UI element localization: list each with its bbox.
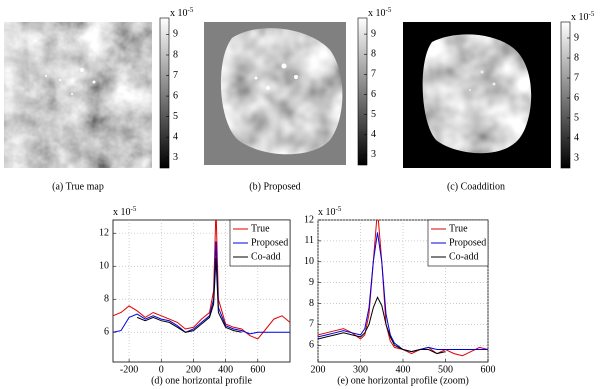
true-map-image (4, 22, 152, 168)
colorbar-tick-label: 5 (574, 112, 579, 123)
series-line (318, 296, 446, 355)
colorbar-tick-label: 4 (371, 129, 376, 140)
scale-exponent: -5 (589, 10, 595, 18)
colorbar-tick-label: 6 (574, 92, 579, 103)
colorbar-tick-label: 9 (371, 28, 376, 39)
y-tick-label: 10 (99, 261, 109, 272)
x-tick-label: 600 (250, 364, 265, 375)
colorbar-tick-label: 4 (574, 132, 579, 143)
colorbar-tick-label: 6 (173, 90, 178, 101)
series-line (318, 232, 488, 353)
panel-caption: (c) Coaddition (447, 181, 505, 192)
scale-label: x 10-5 (113, 205, 137, 219)
y-tick-label: 6 (309, 340, 314, 351)
colorbar-tick-label: 3 (371, 149, 376, 160)
panel-caption: (a) True map (52, 181, 104, 192)
y-tick-label: 12 (99, 228, 109, 239)
x-tick-label: -200 (120, 364, 138, 375)
x-tick-label: 600 (481, 364, 496, 375)
y-tick-label: 9 (309, 277, 314, 288)
colorbar (159, 17, 170, 169)
colorbar-tick-label: 5 (371, 109, 376, 120)
x-tick-label: 400 (396, 364, 411, 375)
proposed-image (204, 22, 346, 165)
x-tick-label: 200 (186, 364, 201, 375)
scale-label: x 10-5 (170, 6, 194, 20)
colorbar-tick-label: 8 (371, 49, 376, 60)
legend-label: True (251, 223, 270, 234)
series-line (136, 257, 242, 333)
x-tick-label: 200 (311, 364, 326, 375)
x-tick-label: 500 (438, 364, 453, 375)
y-tick-label: 8 (104, 294, 109, 305)
chart-caption: (d) one horizontal profile (151, 375, 252, 386)
y-tick-label: 10 (304, 256, 314, 267)
scale-exponent: -5 (131, 205, 137, 213)
legend-label: True (449, 223, 468, 234)
y-tick-label: 6 (104, 327, 109, 338)
coaddition-image (403, 22, 551, 168)
scale-label: x 10-5 (318, 205, 342, 219)
scale-base: x 10 (113, 207, 131, 218)
colorbar-tick-label: 7 (173, 70, 178, 81)
scale-exponent: -5 (386, 6, 392, 14)
scale-base: x 10 (571, 12, 589, 23)
colorbar-tick-label: 8 (574, 52, 579, 63)
scale-label: x 10-5 (368, 6, 392, 20)
y-tick-label: 11 (304, 235, 314, 246)
x-tick-label: 300 (353, 364, 368, 375)
colorbar-tick-label: 8 (173, 49, 178, 60)
colorbar-tick-label: 7 (574, 72, 579, 83)
series-line (113, 220, 290, 340)
colorbar-tick-label: 4 (173, 131, 178, 142)
colorbar-tick-label: 5 (173, 111, 178, 122)
chart-caption: (e) one horizontal profile (zoom) (337, 375, 469, 386)
colorbar-tick-label: 9 (574, 32, 579, 43)
y-tick-label: 8 (309, 298, 314, 309)
colorbar-tick-label: 3 (574, 152, 579, 163)
legend-label: Proposed (449, 237, 486, 248)
scale-label: x 10-5 (571, 10, 595, 24)
x-tick-label: 400 (218, 364, 233, 375)
scale-exponent: -5 (336, 205, 342, 213)
scale-base: x 10 (170, 8, 188, 19)
scale-base: x 10 (318, 207, 336, 218)
x-tick-label: 0 (159, 364, 164, 375)
y-tick-label: 12 (304, 214, 314, 225)
colorbar (560, 21, 571, 169)
y-tick-label: 7 (309, 319, 314, 330)
legend-label: Proposed (251, 237, 288, 248)
scale-base: x 10 (368, 8, 386, 19)
colorbar (357, 17, 368, 166)
legend-label: Co-add (449, 251, 478, 262)
panel-caption: (b) Proposed (249, 181, 300, 192)
scale-exponent: -5 (188, 6, 194, 14)
colorbar-tick-label: 6 (371, 89, 376, 100)
legend-label: Co-add (251, 251, 280, 262)
colorbar-tick-label: 9 (173, 29, 178, 40)
colorbar-tick-label: 7 (371, 69, 376, 80)
colorbar-tick-label: 3 (173, 152, 178, 163)
